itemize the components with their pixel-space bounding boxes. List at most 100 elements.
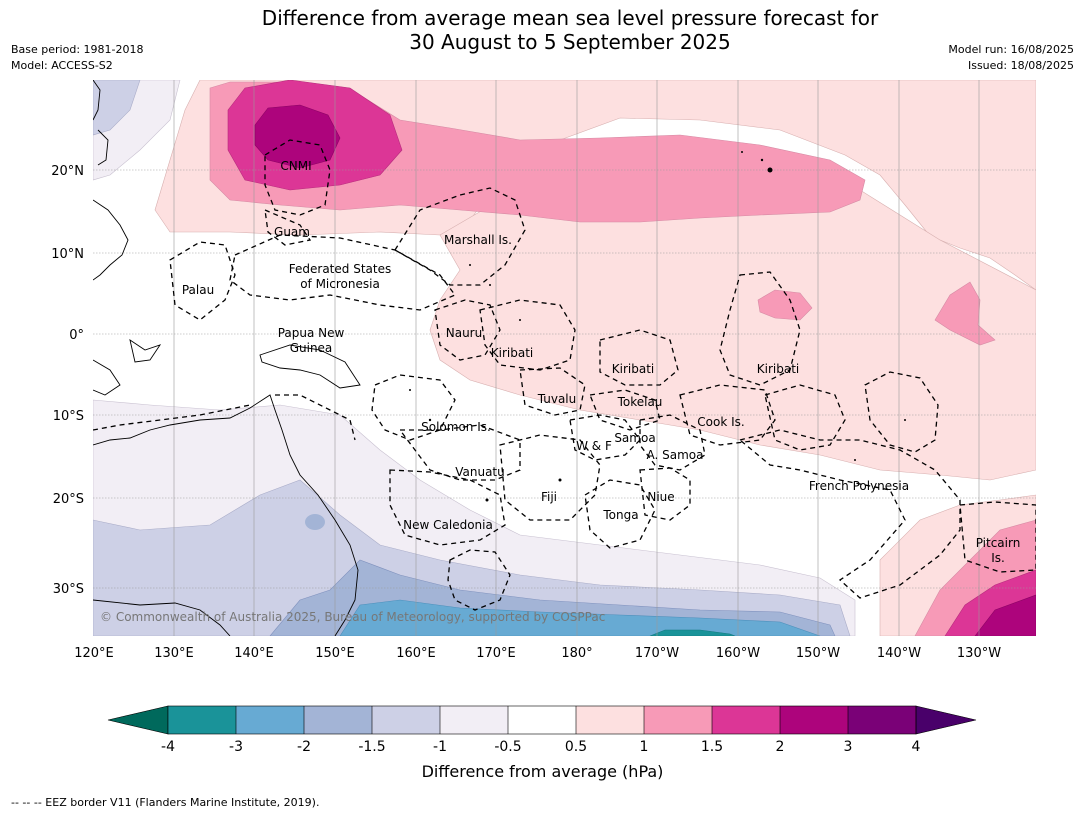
meta-left: Base period: 1981-2018 Model: ACCESS-S2 [11, 42, 143, 74]
colorbar-bin-p2-3 [780, 706, 848, 734]
cb-tick-p05: 0.5 [565, 739, 587, 755]
issued-date: Issued: 18/08/2025 [967, 59, 1074, 72]
label-fsm-2: of Micronesia [300, 277, 380, 291]
colorbar-bin-n4-n3 [168, 706, 236, 734]
lon-tick-150w: 150°W [796, 646, 840, 661]
cb-tick-n2: -2 [297, 739, 311, 755]
label-tokelau: Tokelau [617, 395, 663, 409]
colorbar-bin-n3-n2 [236, 706, 304, 734]
colorbar: -4 -3 -2 -1.5 -1 -0.5 0.5 1 1.5 2 3 4 [107, 705, 977, 755]
label-png-1: Papua New [278, 326, 345, 340]
anomaly-n15-n1 [93, 479, 851, 636]
label-guam: Guam [274, 225, 310, 239]
label-marshall: Marshall Is. [444, 233, 512, 247]
cb-tick-p15: 1.5 [701, 739, 723, 755]
cb-tick-n1: -1 [433, 739, 447, 755]
lat-tick-20n: 20°N [51, 164, 84, 179]
lon-tick-150e: 150°E [315, 646, 355, 661]
label-fiji: Fiji [541, 490, 557, 504]
lon-tick-140w: 140°W [877, 646, 921, 661]
gridlines [93, 80, 1036, 636]
label-pitcairn-1: Pitcairn [976, 536, 1021, 550]
chart-title: Difference from average mean sea level p… [0, 6, 1085, 54]
lon-tick-130w: 130°W [957, 646, 1001, 661]
colorbar-dividers [167, 705, 917, 735]
colorbar-ticks: -4 -3 -2 -1.5 -1 -0.5 0.5 1 1.5 2 3 4 [161, 739, 921, 755]
label-tonga: Tonga [602, 508, 638, 522]
label-fsm-1: Federated States [289, 262, 391, 276]
label-solomon: Solomon Is. [421, 420, 491, 434]
anomaly-p1-15-east [934, 281, 996, 346]
lat-tick-30s: 30°S [53, 582, 84, 597]
label-new-caledonia: New Caledonia [403, 518, 493, 532]
label-png-2: Guinea [290, 341, 333, 355]
label-nauru: Nauru [446, 326, 482, 340]
lat-tick-10s: 10°S [53, 409, 84, 424]
cb-tick-n15: -1.5 [358, 739, 385, 755]
label-cnmi: CNMI [280, 159, 311, 173]
meta-right: Model run: 16/08/2025 Issued: 18/08/2025 [948, 42, 1074, 74]
colorbar-extend-low [107, 705, 169, 735]
lon-tick-180: 180° [561, 646, 592, 661]
anomaly-n15-n1-nw [93, 80, 141, 136]
label-cook: Cook Is. [697, 415, 744, 429]
map-area: © Commonwealth of Australia 2025, Bureau… [93, 80, 1036, 636]
colorbar-bin-p05-1 [576, 706, 644, 734]
lon-tick-170e: 170°E [476, 646, 516, 661]
lon-tick-120e: 120°E [74, 646, 114, 661]
eez-footnote: -- -- -- EEZ border V11 (Flanders Marine… [11, 796, 320, 809]
anomaly-p2-3-se [974, 594, 1036, 636]
anomaly-n4-n3 [649, 629, 736, 636]
lat-axis-labels: 20°N 10°N 0° 10°S 20°S 30°S [51, 164, 84, 597]
cb-tick-p1: 1 [640, 739, 649, 755]
label-niue: Niue [647, 490, 674, 504]
colorbar-bin-p15-2 [712, 706, 780, 734]
label-american-samoa: A. Samoa [647, 448, 704, 462]
label-wallis-futuna: W & F [576, 439, 612, 453]
base-period: Base period: 1981-2018 [11, 43, 144, 56]
title-line-2: 30 August to 5 September 2025 [409, 30, 731, 54]
label-french-polynesia: French Polynesia [809, 479, 909, 493]
label-pitcairn-2: Is. [991, 551, 1005, 565]
label-kiribati-west: Kiribati [491, 346, 533, 360]
label-kiribati-east: Kiribati [757, 362, 799, 376]
anomaly-n2-n15-blob [305, 514, 325, 530]
colorbar-bin-n1-n05 [440, 706, 508, 734]
cb-tick-p4: 4 [912, 739, 921, 755]
colorbar-bin-n15-n1 [372, 706, 440, 734]
lon-axis-labels: 120°E 130°E 140°E 150°E 160°E 170°E 180°… [74, 646, 1001, 661]
anomaly-p1-15-blob [757, 289, 813, 321]
colorbar-bin-p3-4 [848, 706, 916, 734]
model-name: Model: ACCESS-S2 [11, 59, 113, 72]
label-palau: Palau [182, 283, 214, 297]
model-run: Model run: 16/08/2025 [948, 43, 1074, 56]
cb-tick-p2: 2 [776, 739, 785, 755]
lon-tick-140e: 140°E [234, 646, 274, 661]
cb-tick-p3: 3 [844, 739, 853, 755]
islands [409, 151, 906, 502]
colorbar-bin-p1-15 [644, 706, 712, 734]
cb-tick-n3: -3 [229, 739, 243, 755]
label-samoa: Samoa [614, 431, 655, 445]
lon-tick-170w: 170°W [635, 646, 679, 661]
cb-tick-n05: -0.5 [494, 739, 521, 755]
label-tuvalu: Tuvalu [537, 392, 577, 406]
lon-tick-160e: 160°E [396, 646, 436, 661]
label-kiribati-central: Kiribati [612, 362, 654, 376]
lon-tick-130e: 130°E [154, 646, 194, 661]
copyright-notice: © Commonwealth of Australia 2025, Bureau… [100, 610, 605, 624]
colorbar-label: Difference from average (hPa) [421, 762, 664, 781]
lon-tick-160w: 160°W [716, 646, 760, 661]
colorbar-extend-high [915, 705, 977, 735]
colorbar-bin-n05-05 [508, 706, 576, 734]
region-labels: CNMI Guam Marshall Is. Federated States … [182, 159, 1020, 565]
lat-tick-20s: 20°S [53, 492, 84, 507]
title-line-1: Difference from average mean sea level p… [261, 6, 879, 30]
anomaly-n3-n2 [339, 599, 821, 636]
eez-borders [93, 139, 1036, 611]
coastlines [93, 80, 361, 636]
lat-tick-0: 0° [69, 328, 84, 343]
colorbar-bin-n2-n15 [304, 706, 372, 734]
map-svg: © Commonwealth of Australia 2025, Bureau… [51, 80, 1036, 661]
cb-tick-n4: -4 [161, 739, 175, 755]
